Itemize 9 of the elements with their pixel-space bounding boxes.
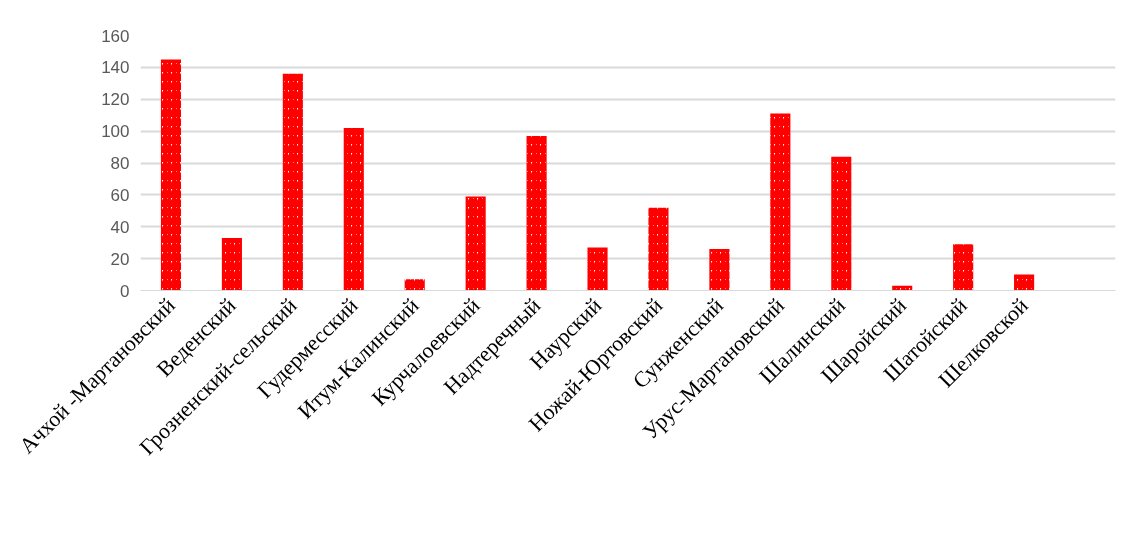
- y-tick-label: 140: [101, 58, 130, 78]
- y-tick-label: 0: [120, 281, 130, 301]
- y-tick-label: 60: [110, 185, 130, 205]
- y-tick-label: 20: [110, 249, 130, 269]
- y-tick-label: 40: [110, 217, 130, 237]
- y-tick-label: 120: [101, 90, 130, 110]
- y-tick-label: 160: [101, 26, 130, 46]
- y-tick-label: 100: [101, 122, 130, 142]
- y-tick-label: 80: [110, 154, 130, 173]
